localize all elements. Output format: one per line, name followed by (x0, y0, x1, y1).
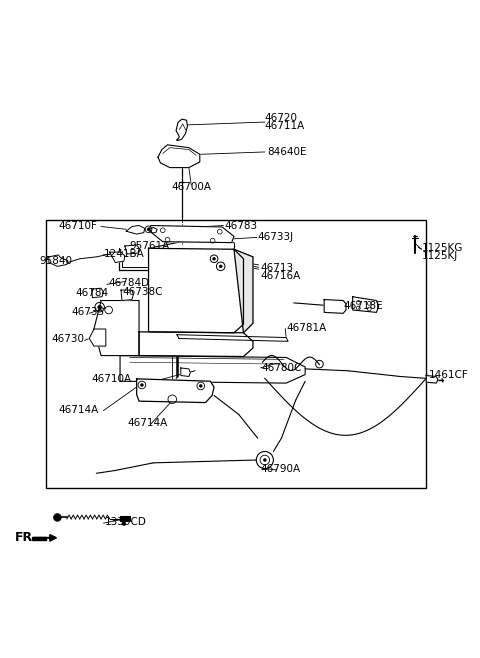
Text: 46730: 46730 (51, 334, 84, 344)
Text: 46710A: 46710A (92, 374, 132, 384)
Circle shape (54, 514, 61, 521)
Text: 46720: 46720 (265, 113, 298, 123)
Polygon shape (324, 299, 346, 313)
Polygon shape (148, 226, 234, 243)
Polygon shape (49, 255, 68, 266)
Polygon shape (234, 249, 253, 333)
Text: 46784: 46784 (75, 288, 108, 298)
Polygon shape (158, 145, 200, 168)
Polygon shape (92, 288, 104, 297)
Circle shape (147, 228, 150, 231)
Bar (120, 516, 130, 521)
Text: 46790A: 46790A (260, 464, 300, 474)
Text: 46738C: 46738C (122, 287, 163, 297)
Polygon shape (149, 228, 157, 233)
Polygon shape (120, 355, 305, 383)
Text: 46781A: 46781A (286, 322, 326, 332)
Text: 46783: 46783 (225, 220, 258, 230)
Bar (47, 220, 426, 488)
Polygon shape (94, 301, 139, 355)
Polygon shape (125, 245, 139, 254)
Text: 1461CF: 1461CF (429, 370, 468, 380)
Text: 46713: 46713 (260, 263, 293, 273)
Polygon shape (89, 329, 106, 346)
Polygon shape (137, 379, 214, 403)
Text: 46716A: 46716A (260, 271, 300, 281)
Polygon shape (353, 297, 379, 313)
Text: 46780C: 46780C (262, 363, 302, 373)
Text: 46733J: 46733J (258, 232, 294, 242)
Text: FR.: FR. (15, 532, 38, 544)
Polygon shape (139, 332, 253, 357)
Text: 46718E: 46718E (343, 301, 383, 311)
Circle shape (122, 522, 126, 526)
Text: 46700A: 46700A (171, 182, 211, 191)
Polygon shape (126, 226, 145, 234)
Polygon shape (177, 335, 288, 342)
Text: 1125KJ: 1125KJ (421, 251, 458, 261)
Text: 46711A: 46711A (265, 121, 305, 131)
Text: 46714A: 46714A (59, 405, 98, 415)
Circle shape (264, 459, 266, 461)
Circle shape (219, 265, 222, 268)
Polygon shape (426, 376, 438, 383)
Polygon shape (109, 252, 125, 263)
Circle shape (141, 384, 144, 386)
Text: 46710F: 46710F (59, 220, 97, 230)
Text: 46714A: 46714A (127, 418, 168, 428)
Text: 95840: 95840 (39, 256, 72, 266)
Polygon shape (32, 537, 47, 540)
Text: 1339CD: 1339CD (105, 517, 147, 527)
Circle shape (98, 305, 102, 309)
Text: 84640E: 84640E (267, 147, 307, 157)
Text: 1241BA: 1241BA (104, 249, 144, 259)
Text: 1125KG: 1125KG (421, 243, 463, 253)
Text: 46784D: 46784D (108, 278, 149, 288)
Circle shape (256, 451, 274, 468)
Circle shape (199, 384, 202, 388)
Polygon shape (148, 248, 243, 333)
Circle shape (213, 257, 216, 260)
Text: 46735: 46735 (72, 307, 105, 317)
Polygon shape (176, 119, 188, 140)
Text: 95761A: 95761A (130, 241, 170, 251)
Polygon shape (121, 290, 133, 301)
Polygon shape (181, 368, 190, 376)
